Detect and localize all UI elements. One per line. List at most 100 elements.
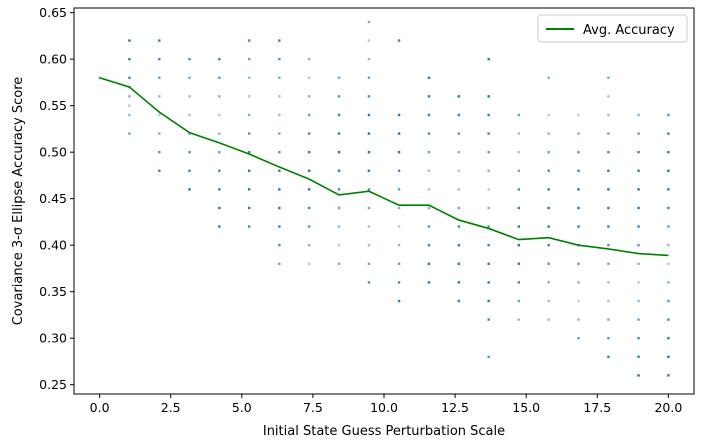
scatter-point [308, 113, 311, 117]
scatter-point [397, 281, 401, 284]
scatter-point [188, 188, 191, 191]
scatter-point [607, 188, 610, 191]
scatter-point [278, 150, 281, 154]
scatter-point [577, 169, 580, 172]
scatter-point [367, 76, 371, 79]
scatter-point [637, 318, 640, 321]
scatter-point [308, 57, 311, 61]
scatter-point [637, 355, 640, 358]
scatter-point [397, 39, 401, 42]
scatter-point [247, 57, 251, 61]
scatter-point [367, 225, 371, 228]
scatter-point [517, 243, 521, 247]
scatter-point [607, 206, 610, 210]
scatter-point [397, 132, 401, 135]
x-tick-label: 20.0 [654, 400, 682, 415]
y-tick-label: 0.30 [39, 331, 67, 346]
scatter-points [98, 20, 670, 377]
scatter-point [607, 299, 610, 303]
scatter-point [517, 206, 521, 210]
scatter-point [128, 132, 131, 135]
scatter-point [308, 243, 311, 247]
scatter-point [637, 281, 640, 284]
scatter-point [367, 113, 371, 117]
scatter-point [607, 243, 610, 247]
y-tick-label: 0.40 [39, 238, 67, 253]
scatter-point [457, 299, 460, 303]
scatter-point [188, 76, 191, 79]
scatter-point [577, 281, 580, 284]
scatter-point [457, 243, 460, 247]
scatter-point [607, 169, 610, 172]
scatter-point [607, 225, 610, 228]
scatter-point [337, 150, 341, 154]
scatter-point [487, 57, 490, 61]
scatter-point [247, 150, 251, 154]
scatter-point [337, 169, 341, 172]
scatter-point [457, 206, 460, 210]
scatter-point [667, 225, 670, 228]
scatter-point [337, 113, 341, 117]
scatter-point [667, 132, 670, 135]
scatter-point [547, 132, 550, 135]
scatter-point [397, 206, 401, 210]
scatter-point [607, 262, 610, 265]
scatter-point [247, 76, 251, 79]
scatter-point [487, 355, 490, 358]
scatter-point [667, 206, 670, 210]
scatter-point [637, 113, 640, 117]
scatter-point [337, 243, 341, 247]
scatter-point [427, 76, 431, 79]
x-tick-label: 0.0 [90, 400, 110, 415]
scatter-point [337, 95, 341, 98]
scatter-point [667, 243, 670, 247]
scatter-point [457, 169, 460, 172]
scatter-point [427, 281, 431, 284]
average-accuracy-line [99, 76, 669, 257]
scatter-point [487, 262, 490, 265]
average-line-layer [99, 76, 669, 257]
scatter-point [278, 113, 281, 117]
scatter-point [637, 243, 640, 247]
scatter-point [218, 132, 221, 135]
scatter-point [367, 206, 371, 210]
scatter-point [517, 188, 521, 191]
scatter-point [397, 113, 401, 117]
scatter-point [247, 132, 251, 135]
scatter-point [667, 318, 670, 321]
scatter-point [218, 57, 221, 61]
scatter-point [218, 206, 221, 210]
scatter-point [367, 188, 371, 191]
scatter-point [128, 39, 131, 42]
x-tick-label: 5.0 [232, 400, 252, 415]
scatter-point [457, 262, 460, 265]
scatter-point [607, 355, 610, 358]
y-tick-label: 0.25 [39, 377, 67, 392]
scatter-point [218, 169, 221, 172]
scatter-point [577, 336, 580, 340]
scatter-point [188, 132, 191, 135]
scatter-point [247, 95, 251, 98]
x-axis-ticks: 0.0 2.5 5.0 7.5 10.0 12.5 15.0 17.5 20.0 [90, 394, 682, 415]
scatter-point [278, 206, 281, 210]
plot-frame [73, 7, 695, 395]
scatter-point [337, 76, 341, 79]
scatter-point [667, 299, 670, 303]
scatter-point [487, 150, 490, 154]
scatter-point [128, 57, 131, 61]
scatter-point [637, 336, 640, 340]
scatter-point [517, 299, 521, 303]
scatter-point [218, 188, 221, 191]
scatter-point [487, 206, 490, 210]
scatter-point [457, 225, 460, 228]
scatter-point [278, 262, 281, 265]
scatter-point [188, 113, 191, 117]
scatter-point [547, 113, 550, 117]
scatter-point [637, 150, 640, 154]
scatter-point [278, 57, 281, 61]
scatter-point [367, 169, 371, 172]
scatter-point [188, 57, 191, 61]
scatter-point [128, 76, 131, 79]
scatter-point [397, 299, 401, 303]
